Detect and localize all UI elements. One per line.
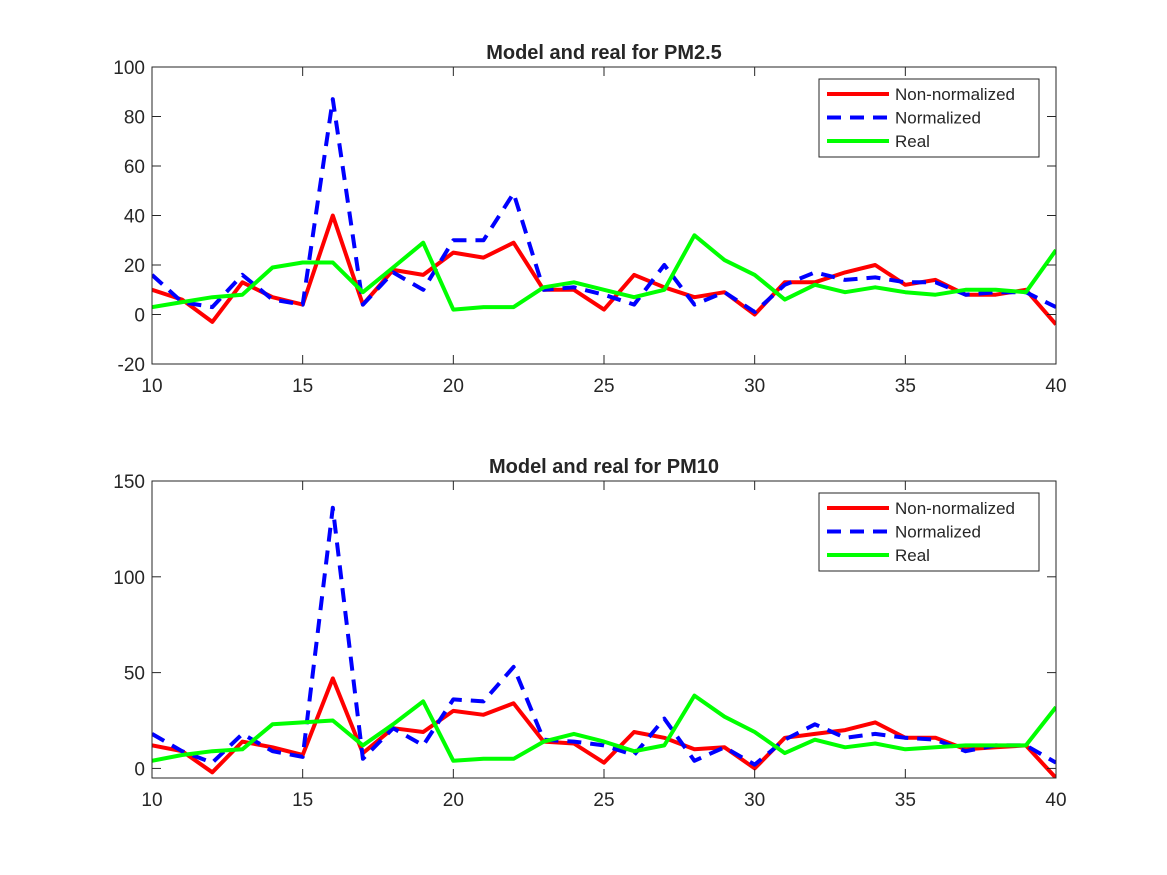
y-tick-label: 0 bbox=[134, 759, 145, 780]
x-tick-label: 10 bbox=[141, 790, 162, 811]
y-tick-label: 80 bbox=[124, 108, 145, 129]
legend-label-2: Normalized bbox=[895, 523, 981, 542]
y-tick-label: 60 bbox=[124, 157, 145, 178]
subplot-1: 10 15 20 25 30 35 40 -20 0 20 40 60 80 100 Model and r… bbox=[113, 42, 1066, 397]
series-line-3 bbox=[152, 233, 1056, 312]
y-tick-label: 0 bbox=[134, 306, 145, 327]
x-tick-label: 35 bbox=[895, 376, 916, 397]
x-tick-label: 20 bbox=[443, 376, 464, 397]
series-group bbox=[152, 505, 1056, 778]
x-tick-label: 40 bbox=[1045, 790, 1066, 811]
y-tick-label: 50 bbox=[124, 664, 145, 685]
x-tick-label: 15 bbox=[292, 376, 313, 397]
x-tick-label: 15 bbox=[292, 790, 313, 811]
legend-label-2: Normalized bbox=[895, 109, 981, 128]
x-tick-label: 30 bbox=[744, 790, 765, 811]
chart-title: Model and real for PM10 bbox=[489, 456, 719, 478]
legend-label-3: Real bbox=[895, 132, 930, 151]
chart-title: Model and real for PM2.5 bbox=[486, 42, 722, 64]
legend-label-3: Real bbox=[895, 546, 930, 565]
y-tick-label: 20 bbox=[124, 256, 145, 277]
series-line-3 bbox=[152, 693, 1056, 763]
legend: Non-normalized Normalized Real bbox=[818, 492, 1040, 572]
subplot-2: 10 15 20 25 30 35 40 0 50 100 150 Model and real fo… bbox=[113, 456, 1066, 811]
y-tick-label: 40 bbox=[124, 207, 145, 228]
series-line-2 bbox=[152, 505, 1056, 767]
x-tick-label: 35 bbox=[895, 790, 916, 811]
y-tick-label: -20 bbox=[118, 355, 145, 376]
x-tick-label: 25 bbox=[593, 790, 614, 811]
y-tick-label: 150 bbox=[113, 472, 145, 493]
y-tick-label: 100 bbox=[113, 58, 145, 79]
series-line-2 bbox=[152, 97, 1056, 314]
legend-label-1: Non-normalized bbox=[895, 85, 1015, 104]
x-tick-label: 10 bbox=[141, 376, 162, 397]
y-tick-label: 100 bbox=[113, 568, 145, 589]
legend-label-1: Non-normalized bbox=[895, 499, 1015, 518]
legend: Non-normalized Normalized Real bbox=[818, 78, 1040, 158]
series-group bbox=[152, 97, 1056, 326]
x-tick-label: 20 bbox=[443, 790, 464, 811]
x-tick-label: 40 bbox=[1045, 376, 1066, 397]
x-tick-label: 25 bbox=[593, 376, 614, 397]
x-tick-label: 30 bbox=[744, 376, 765, 397]
